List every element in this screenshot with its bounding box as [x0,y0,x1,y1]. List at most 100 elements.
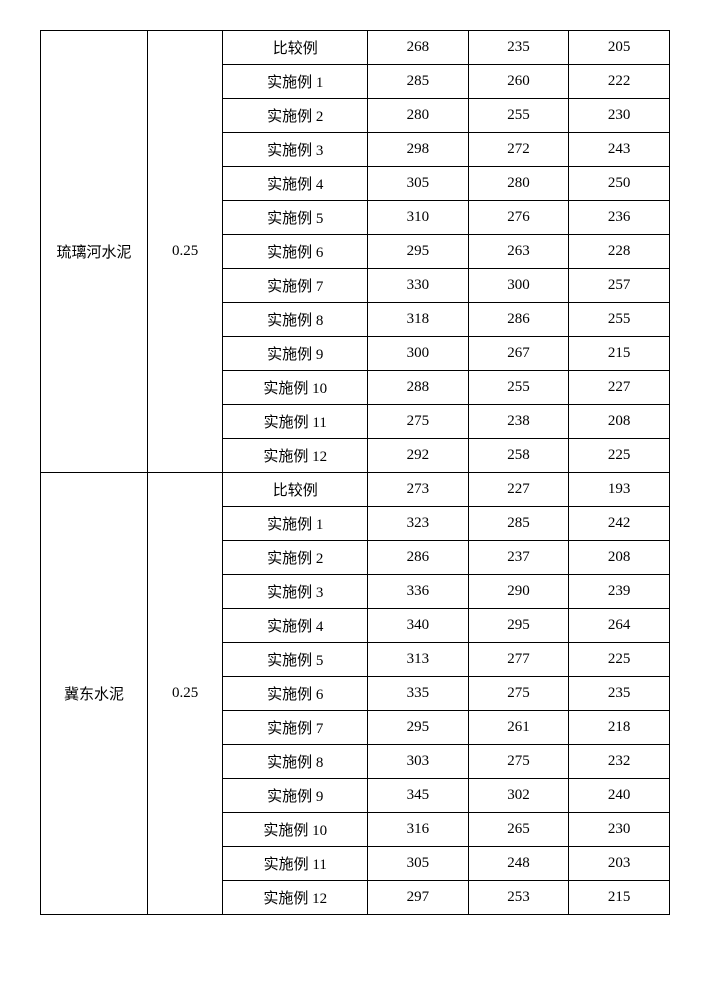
value-cell: 258 [468,439,569,473]
example-label-cell: 实施例 5 [223,201,368,235]
value-cell: 260 [468,65,569,99]
value-cell: 280 [368,99,469,133]
table-row: 冀东水泥0.25比较例273227193 [41,473,670,507]
value-cell: 285 [468,507,569,541]
example-label-cell: 实施例 7 [223,269,368,303]
value-cell: 238 [468,405,569,439]
example-label-cell: 实施例 12 [223,439,368,473]
value-cell: 286 [368,541,469,575]
example-label-cell: 实施例 1 [223,65,368,99]
example-label-cell: 实施例 6 [223,677,368,711]
value-cell: 290 [468,575,569,609]
value-cell: 208 [569,541,670,575]
group-name-cell: 冀东水泥 [41,473,148,915]
value-cell: 230 [569,813,670,847]
value-cell: 297 [368,881,469,915]
value-cell: 215 [569,337,670,371]
value-cell: 330 [368,269,469,303]
value-cell: 336 [368,575,469,609]
value-cell: 295 [468,609,569,643]
value-cell: 316 [368,813,469,847]
value-cell: 215 [569,881,670,915]
value-cell: 250 [569,167,670,201]
example-label-cell: 实施例 9 [223,337,368,371]
value-cell: 243 [569,133,670,167]
example-label-cell: 实施例 10 [223,813,368,847]
example-label-cell: 实施例 1 [223,507,368,541]
value-cell: 232 [569,745,670,779]
example-label-cell: 实施例 7 [223,711,368,745]
value-cell: 345 [368,779,469,813]
value-cell: 292 [368,439,469,473]
example-label-cell: 实施例 8 [223,745,368,779]
value-cell: 225 [569,439,670,473]
value-cell: 222 [569,65,670,99]
example-label-cell: 实施例 5 [223,643,368,677]
ratio-cell: 0.25 [147,473,222,915]
value-cell: 218 [569,711,670,745]
example-label-cell: 比较例 [223,473,368,507]
value-cell: 263 [468,235,569,269]
value-cell: 255 [569,303,670,337]
value-cell: 305 [368,167,469,201]
value-cell: 313 [368,643,469,677]
example-label-cell: 实施例 3 [223,575,368,609]
value-cell: 253 [468,881,569,915]
value-cell: 310 [368,201,469,235]
ratio-cell: 0.25 [147,31,222,473]
value-cell: 303 [368,745,469,779]
value-cell: 193 [569,473,670,507]
value-cell: 255 [468,99,569,133]
example-label-cell: 实施例 10 [223,371,368,405]
data-table: 琉璃河水泥0.25比较例268235205实施例 1285260222实施例 2… [40,30,670,915]
example-label-cell: 实施例 2 [223,541,368,575]
value-cell: 295 [368,711,469,745]
value-cell: 264 [569,609,670,643]
value-cell: 261 [468,711,569,745]
value-cell: 265 [468,813,569,847]
value-cell: 272 [468,133,569,167]
example-label-cell: 实施例 11 [223,405,368,439]
example-label-cell: 实施例 3 [223,133,368,167]
value-cell: 208 [569,405,670,439]
value-cell: 227 [569,371,670,405]
example-label-cell: 比较例 [223,31,368,65]
value-cell: 276 [468,201,569,235]
value-cell: 227 [468,473,569,507]
value-cell: 318 [368,303,469,337]
value-cell: 267 [468,337,569,371]
example-label-cell: 实施例 6 [223,235,368,269]
value-cell: 305 [368,847,469,881]
value-cell: 275 [468,677,569,711]
value-cell: 302 [468,779,569,813]
value-cell: 228 [569,235,670,269]
value-cell: 295 [368,235,469,269]
value-cell: 280 [468,167,569,201]
example-label-cell: 实施例 4 [223,609,368,643]
value-cell: 300 [368,337,469,371]
group-name-cell: 琉璃河水泥 [41,31,148,473]
example-label-cell: 实施例 4 [223,167,368,201]
value-cell: 277 [468,643,569,677]
value-cell: 235 [468,31,569,65]
example-label-cell: 实施例 12 [223,881,368,915]
value-cell: 236 [569,201,670,235]
value-cell: 273 [368,473,469,507]
value-cell: 340 [368,609,469,643]
value-cell: 275 [468,745,569,779]
value-cell: 237 [468,541,569,575]
example-label-cell: 实施例 11 [223,847,368,881]
value-cell: 288 [368,371,469,405]
value-cell: 285 [368,65,469,99]
value-cell: 205 [569,31,670,65]
value-cell: 275 [368,405,469,439]
value-cell: 298 [368,133,469,167]
value-cell: 203 [569,847,670,881]
value-cell: 268 [368,31,469,65]
value-cell: 230 [569,99,670,133]
value-cell: 248 [468,847,569,881]
value-cell: 335 [368,677,469,711]
example-label-cell: 实施例 2 [223,99,368,133]
example-label-cell: 实施例 8 [223,303,368,337]
value-cell: 257 [569,269,670,303]
